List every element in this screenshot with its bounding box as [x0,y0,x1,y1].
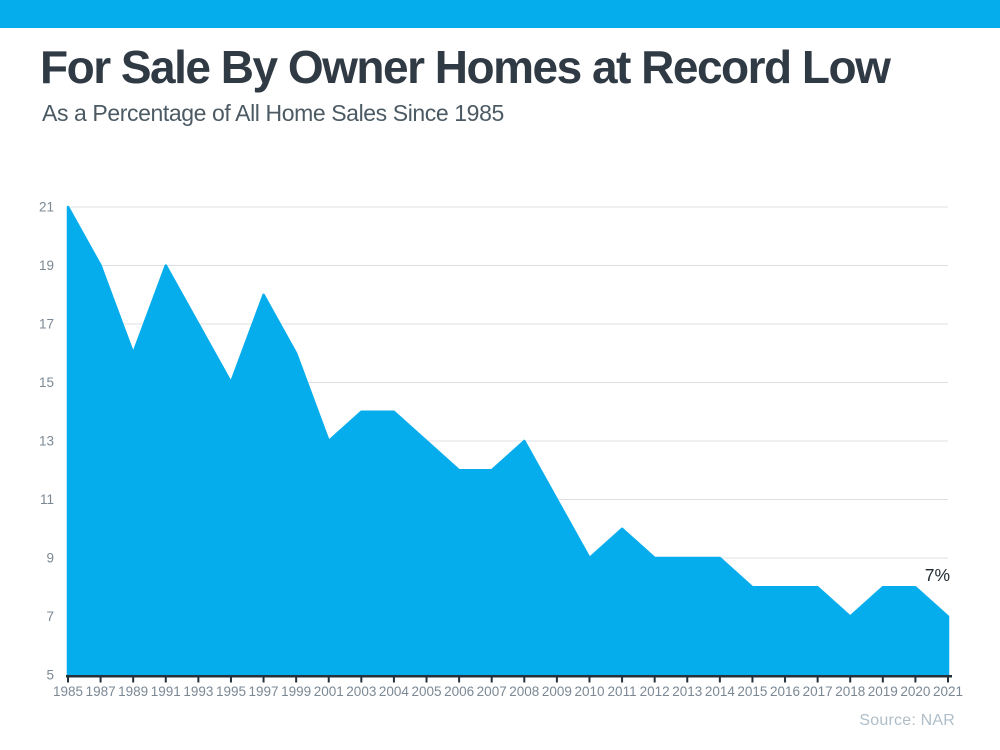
x-axis-tick-label: 2008 [509,684,539,699]
x-axis-tick-label: 2019 [868,684,898,699]
x-axis-tick-label: 1999 [281,684,311,699]
y-axis-tick-label: 15 [39,375,54,390]
y-axis-tick-label: 21 [39,200,54,215]
x-axis-tick-label: 2021 [933,684,963,699]
x-axis-tick-label: 2016 [770,684,800,699]
x-axis-tick-label: 2014 [705,684,736,699]
x-axis-tick-label: 1997 [249,684,279,699]
y-axis-tick-label: 9 [46,551,54,566]
x-axis-tick-label: 2001 [314,684,344,699]
y-axis-tick-label: 11 [40,492,54,507]
x-axis-tick-label: 1993 [183,684,213,699]
x-axis-tick-label: 2009 [542,684,572,699]
y-axis-tick-label: 19 [39,258,54,273]
y-axis-tick-label: 5 [46,668,54,683]
x-axis-tick-label: 2004 [379,684,410,699]
x-axis-tick-label: 2003 [346,684,376,699]
x-axis-tick-label: 2007 [477,684,507,699]
x-axis-tick-label: 1995 [216,684,246,699]
x-axis-tick-label: 2018 [835,684,865,699]
x-axis-tick-label: 1987 [86,684,116,699]
y-axis-tick-label: 7 [46,609,54,624]
x-axis-tick-label: 2011 [608,684,637,699]
page-subtitle: As a Percentage of All Home Sales Since … [42,100,504,126]
x-axis-tick-label: 2015 [737,684,767,699]
x-axis-tick-label: 2005 [411,684,441,699]
x-axis-tick-label: 2020 [900,684,930,699]
x-axis-tick-label: 2006 [444,684,474,699]
y-axis-tick-label: 17 [39,317,54,332]
x-axis-tick-label: 1985 [53,684,83,699]
source-attribution: Source: NAR [859,712,955,729]
y-axis-tick-label: 13 [39,434,54,449]
x-axis-tick-label: 2017 [803,684,833,699]
area-series [66,205,950,677]
x-axis-tick-label: 2010 [574,684,604,699]
x-axis-tick-label: 1991 [151,684,181,699]
top-accent-bar [0,0,1000,28]
x-axis-tick-label: 2013 [672,684,702,699]
x-axis-tick-label: 2012 [640,684,670,699]
page-title: For Sale By Owner Homes at Record Low [40,41,891,93]
last-point-value-label: 7% [925,565,950,585]
x-axis-tick-label: 1989 [118,684,148,699]
